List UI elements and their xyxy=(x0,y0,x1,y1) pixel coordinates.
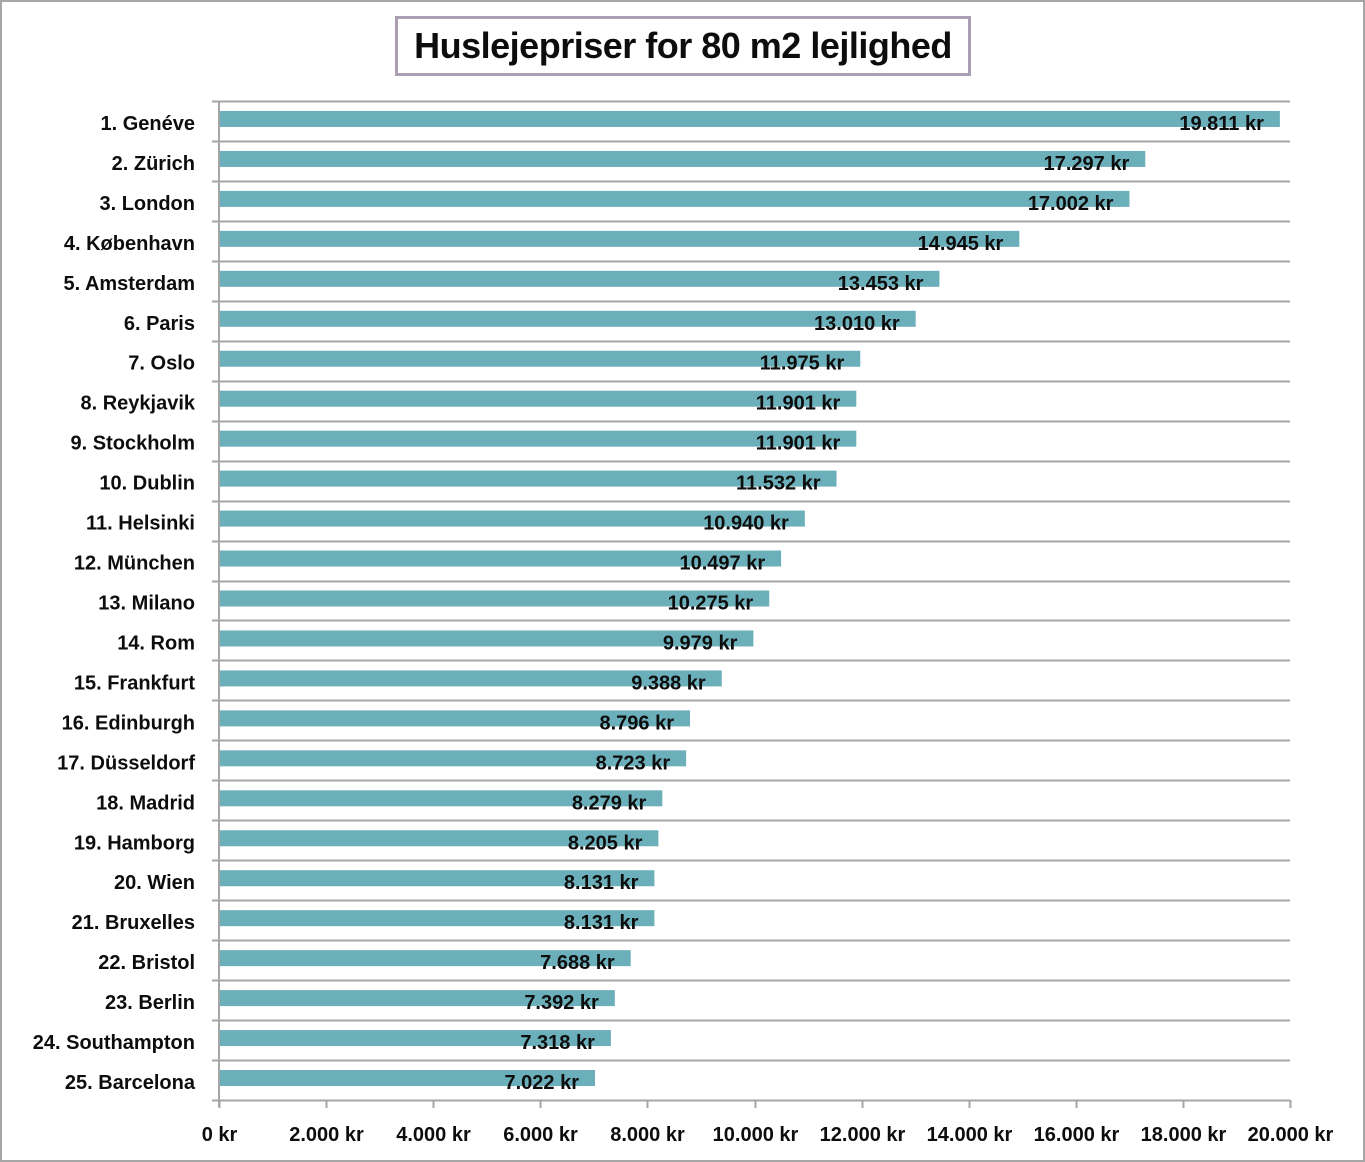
chart-title-box: Huslejepriser for 80 m2 lejlighed xyxy=(395,16,971,76)
x-tick-label: 4.000 kr xyxy=(396,1124,471,1146)
data-label: 9.979 kr xyxy=(663,632,738,654)
category-label: 17. Düsseldorf xyxy=(57,752,195,774)
data-label: 8.796 kr xyxy=(600,712,675,734)
x-tick-labels: 0 kr 2.000 kr 4.000 kr 6.000 kr 8.000 kr 10.0… xyxy=(202,1124,1334,1146)
category-label: 12. München xyxy=(74,553,195,575)
category-label: 22. Bristol xyxy=(98,952,195,974)
data-label: 19.811 kr xyxy=(1179,113,1264,135)
data-label: 10.940 kr xyxy=(703,513,789,535)
category-label: 8. Reykjavik xyxy=(80,393,195,415)
category-label: 4. København xyxy=(64,233,195,255)
category-label: 2. Zürich xyxy=(112,153,195,175)
bar xyxy=(220,670,722,687)
bar xyxy=(220,830,659,847)
bar xyxy=(220,910,655,927)
data-label: 13.453 kr xyxy=(838,273,924,295)
data-label: 17.297 kr xyxy=(1044,153,1130,175)
data-label: 7.688 kr xyxy=(540,952,615,974)
data-label: 8.279 kr xyxy=(572,792,647,814)
category-label: 25. Barcelona xyxy=(65,1072,196,1094)
bars xyxy=(220,110,1280,1087)
data-label: 11.532 kr xyxy=(736,473,821,495)
category-label: 18. Madrid xyxy=(96,792,195,814)
bar xyxy=(220,230,1020,247)
bar xyxy=(220,350,861,367)
category-label: 24. Southampton xyxy=(33,1032,195,1054)
category-label: 20. Wien xyxy=(114,872,195,894)
bar xyxy=(220,510,805,527)
bar xyxy=(220,110,1280,127)
data-label: 8.205 kr xyxy=(568,832,643,854)
bar xyxy=(220,950,631,967)
x-tick-label: 2.000 kr xyxy=(289,1124,364,1146)
category-label: 23. Berlin xyxy=(105,992,195,1014)
data-label: 14.945 kr xyxy=(918,233,1004,255)
data-label: 7.392 kr xyxy=(524,992,599,1014)
data-label: 10.275 kr xyxy=(668,593,754,615)
x-tick-label: 12.000 kr xyxy=(820,1124,906,1146)
bar xyxy=(220,430,857,447)
data-labels: 19.811 kr 17.297 kr 17.002 kr 14.945 kr 13.4… xyxy=(505,113,1265,1094)
bar xyxy=(220,710,691,727)
data-label: 13.010 kr xyxy=(814,313,900,335)
data-label: 11.975 kr xyxy=(760,353,845,375)
x-tick-label: 6.000 kr xyxy=(503,1124,578,1146)
data-label: 11.901 kr xyxy=(756,433,841,455)
data-label: 8.131 kr xyxy=(564,872,639,894)
data-label: 8.131 kr xyxy=(564,912,639,934)
bar xyxy=(220,150,1146,167)
data-label: 7.318 kr xyxy=(520,1032,595,1054)
bar xyxy=(220,1070,596,1087)
category-label: 15. Frankfurt xyxy=(74,672,195,694)
bar xyxy=(220,790,663,807)
x-tick-label: 18.000 kr xyxy=(1141,1124,1227,1146)
bar xyxy=(220,310,916,327)
category-label: 10. Dublin xyxy=(99,473,195,495)
data-label: 17.002 kr xyxy=(1028,193,1114,215)
x-tick-label: 20.000 kr xyxy=(1248,1124,1334,1146)
bar xyxy=(220,390,857,407)
bar xyxy=(220,1030,611,1047)
bar xyxy=(220,990,615,1007)
data-label: 11.901 kr xyxy=(756,393,841,415)
category-label: 21. Bruxelles xyxy=(72,912,195,934)
axes xyxy=(218,101,1292,1108)
bar xyxy=(220,470,837,487)
category-label: 11. Helsinki xyxy=(86,513,195,535)
category-label: 3. London xyxy=(99,193,195,215)
category-label: 14. Rom xyxy=(117,632,195,654)
category-label: 1. Genéve xyxy=(100,113,195,135)
x-tick-label: 14.000 kr xyxy=(927,1124,1013,1146)
bar xyxy=(220,750,687,767)
bar xyxy=(220,190,1130,207)
bar xyxy=(220,590,770,607)
gridlines xyxy=(212,100,1290,1102)
data-label: 9.388 kr xyxy=(631,672,706,694)
x-tick-label: 8.000 kr xyxy=(610,1124,685,1146)
x-tick-label: 0 kr xyxy=(202,1124,238,1146)
chart-title: Huslejepriser for 80 m2 lejlighed xyxy=(414,25,952,66)
x-tick-label: 16.000 kr xyxy=(1034,1124,1120,1146)
category-label: 6. Paris xyxy=(124,313,195,335)
category-label: 13. Milano xyxy=(98,593,195,615)
bar xyxy=(220,550,782,567)
category-label: 5. Amsterdam xyxy=(63,273,195,295)
x-tick-label: 10.000 kr xyxy=(713,1124,799,1146)
category-labels: 1. Genéve 2. Zürich 3. London 4. København 5… xyxy=(33,113,196,1094)
bar xyxy=(220,630,754,647)
category-label: 9. Stockholm xyxy=(71,433,195,455)
category-label: 16. Edinburgh xyxy=(62,712,195,734)
bar xyxy=(220,870,655,887)
data-label: 7.022 kr xyxy=(505,1072,580,1094)
category-label: 19. Hamborg xyxy=(74,832,195,854)
bar xyxy=(220,270,940,287)
data-label: 10.497 kr xyxy=(679,553,765,575)
category-label: 7. Oslo xyxy=(128,353,195,375)
data-label: 8.723 kr xyxy=(596,752,671,774)
